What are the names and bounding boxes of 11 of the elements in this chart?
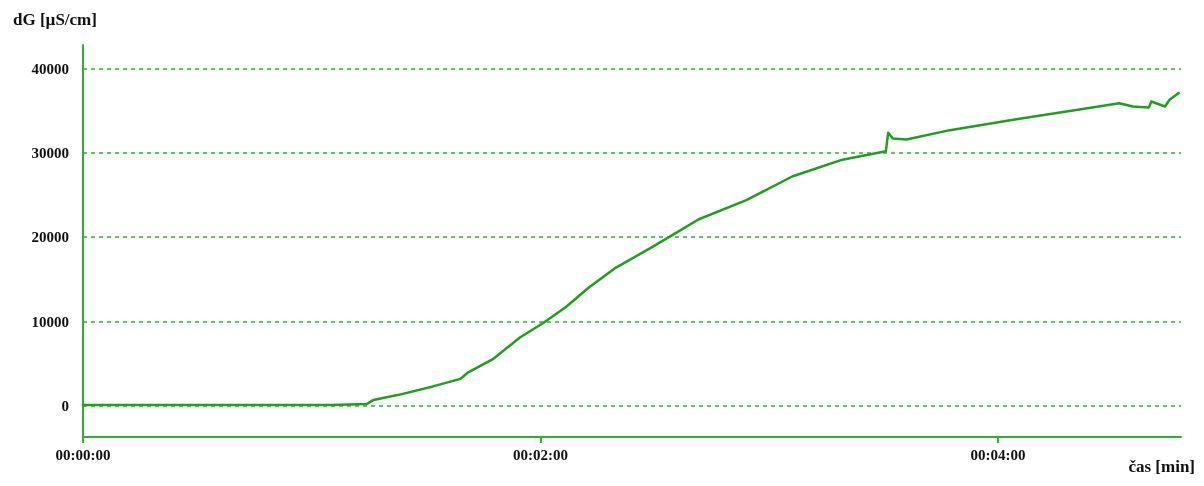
y-axis-title: dG [µS/cm] bbox=[13, 10, 97, 29]
x-tick-label: 00:04:00 bbox=[970, 446, 1026, 463]
y-tick-label: 10000 bbox=[31, 313, 69, 330]
x-tick-label: 00:00:00 bbox=[55, 446, 111, 463]
y-tick-label: 0 bbox=[61, 397, 69, 414]
y-tick-label: 40000 bbox=[31, 60, 69, 77]
line-series bbox=[81, 91, 1180, 407]
y-tick-label: 20000 bbox=[31, 229, 69, 246]
y-tick-label: 30000 bbox=[31, 144, 69, 161]
x-tick-label: 00:02:00 bbox=[513, 446, 568, 463]
x-axis-title: čas [min] bbox=[1128, 457, 1196, 476]
